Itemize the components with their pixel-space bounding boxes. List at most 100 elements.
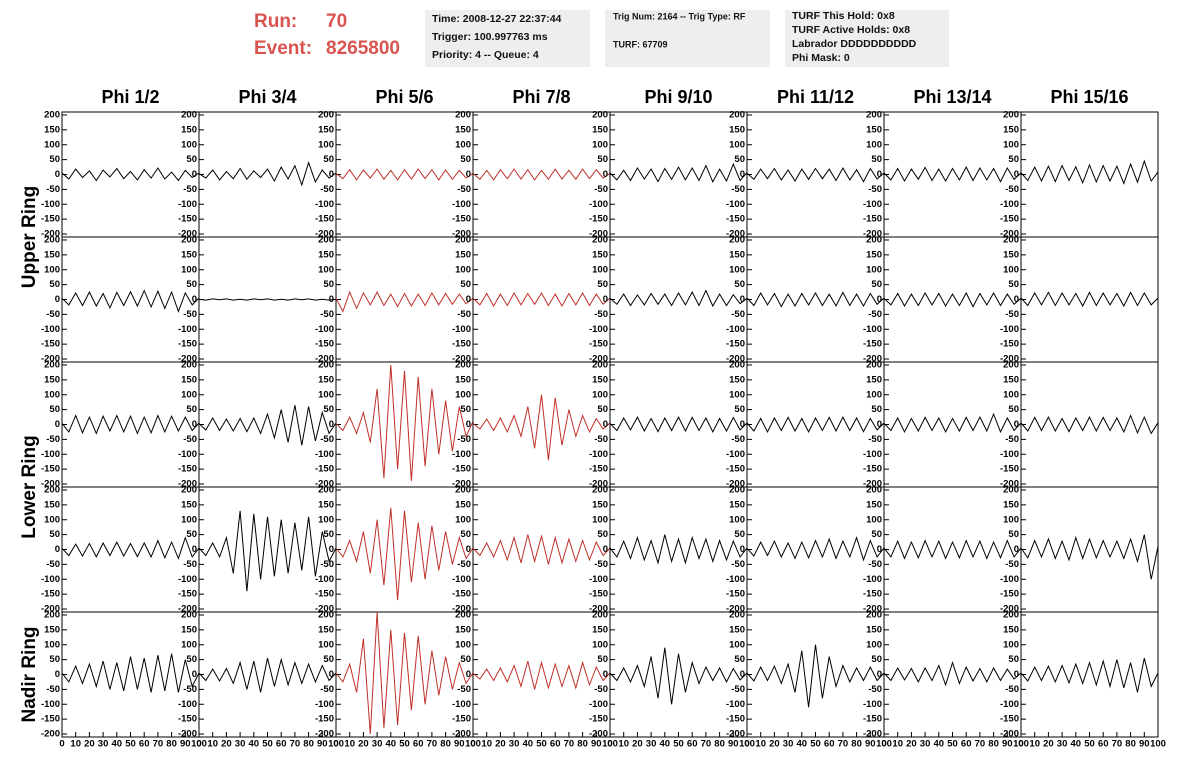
y-tick-label: -150 xyxy=(863,214,882,225)
waveform xyxy=(883,539,1022,560)
y-tick-label: -100 xyxy=(178,699,197,710)
x-tick-label: 60 xyxy=(961,739,972,750)
x-tick-label: 80 xyxy=(440,739,451,750)
y-tick-label: -50 xyxy=(868,434,882,445)
y-tick-label: 0 xyxy=(329,419,334,430)
y-tick-label: 50 xyxy=(597,654,608,665)
y-tick-label: 100 xyxy=(455,514,471,525)
y-tick-label: 0 xyxy=(740,669,745,680)
y-tick-label: 200 xyxy=(44,234,60,245)
y-tick-label: 0 xyxy=(192,669,197,680)
x-tick-label: 50 xyxy=(810,739,821,750)
y-tick-label: -150 xyxy=(41,214,60,225)
y-tick-label: 150 xyxy=(592,249,608,260)
x-tick-label: 30 xyxy=(1057,739,1068,750)
column-label: Phi 7/8 xyxy=(512,87,570,107)
waveform xyxy=(472,168,611,181)
y-tick-label: -150 xyxy=(863,714,882,725)
x-tick-label: 100 xyxy=(1013,739,1029,750)
y-tick-label: 50 xyxy=(49,154,60,165)
y-tick-label: 0 xyxy=(192,419,197,430)
y-tick-label: 0 xyxy=(740,169,745,180)
y-tick-label: 50 xyxy=(597,279,608,290)
y-tick-label: 50 xyxy=(1008,654,1019,665)
y-tick-label: 150 xyxy=(729,249,745,260)
y-tick-label: -100 xyxy=(452,324,471,335)
info-text: TURF: 67709 xyxy=(613,39,668,49)
y-tick-label: 200 xyxy=(866,484,882,495)
y-tick-label: 50 xyxy=(186,279,197,290)
x-tick-label: 10 xyxy=(618,739,629,750)
y-tick-label: -200 xyxy=(726,479,745,490)
y-tick-label: -50 xyxy=(594,184,608,195)
y-tick-label: 150 xyxy=(729,374,745,385)
x-tick-label: 10 xyxy=(344,739,355,750)
column-label: Phi 11/12 xyxy=(777,87,854,107)
y-tick-label: -100 xyxy=(452,699,471,710)
y-tick-label: 200 xyxy=(181,109,197,120)
x-tick-label: 0 xyxy=(881,739,886,750)
y-tick-label: 50 xyxy=(871,654,882,665)
y-tick-label: -200 xyxy=(726,604,745,615)
waveform xyxy=(609,534,748,565)
x-tick-label: 80 xyxy=(714,739,725,750)
y-tick-label: 100 xyxy=(318,639,334,650)
y-tick-label: 150 xyxy=(592,124,608,135)
x-tick-label: 80 xyxy=(851,739,862,750)
y-tick-label: 200 xyxy=(866,359,882,370)
y-tick-label: -200 xyxy=(178,354,197,365)
info-text: Trig Num: 2164 -- Trig Type: RF xyxy=(613,11,746,21)
x-tick-label: 80 xyxy=(1125,739,1136,750)
y-tick-label: -50 xyxy=(46,684,60,695)
y-tick-label: -150 xyxy=(452,339,471,350)
y-tick-label: 50 xyxy=(597,529,608,540)
y-tick-label: 150 xyxy=(44,499,60,510)
y-tick-label: 200 xyxy=(729,234,745,245)
y-tick-label: 200 xyxy=(318,109,334,120)
y-tick-label: 0 xyxy=(466,294,471,305)
x-tick-label: 60 xyxy=(1098,739,1109,750)
waveform xyxy=(1020,657,1159,693)
y-tick-label: 0 xyxy=(55,169,60,180)
y-tick-label: -200 xyxy=(726,729,745,740)
y-tick-label: -50 xyxy=(320,559,334,570)
panel-frame xyxy=(1020,111,1159,238)
y-tick-label: 200 xyxy=(1003,484,1019,495)
y-tick-label: 100 xyxy=(181,389,197,400)
y-tick-label: -150 xyxy=(178,464,197,475)
y-tick-label: 50 xyxy=(460,279,471,290)
y-tick-label: -200 xyxy=(1000,229,1019,240)
x-tick-label: 0 xyxy=(607,739,612,750)
y-tick-label: -150 xyxy=(315,214,334,225)
y-tick-label: 50 xyxy=(49,404,60,415)
y-tick-label: -50 xyxy=(457,684,471,695)
y-tick-label: -150 xyxy=(589,339,608,350)
row-label: Nadir Ring xyxy=(19,626,40,722)
y-tick-label: 150 xyxy=(318,249,334,260)
column-label: Phi 1/2 xyxy=(101,87,159,107)
info-text: TURF Active Holds: 0x8 xyxy=(792,24,910,36)
y-tick-label: 150 xyxy=(181,124,197,135)
y-tick-label: 200 xyxy=(455,109,471,120)
y-tick-label: -150 xyxy=(452,464,471,475)
x-tick-label: 100 xyxy=(191,739,207,750)
y-tick-label: 100 xyxy=(729,389,745,400)
x-tick-label: 10 xyxy=(755,739,766,750)
y-tick-label: -150 xyxy=(863,464,882,475)
x-tick-label: 20 xyxy=(84,739,95,750)
y-tick-label: -50 xyxy=(731,684,745,695)
y-tick-label: 200 xyxy=(318,484,334,495)
y-tick-label: -200 xyxy=(863,604,882,615)
y-tick-label: 0 xyxy=(877,419,882,430)
y-tick-label: 50 xyxy=(1008,529,1019,540)
waveform xyxy=(746,644,885,708)
y-tick-label: 100 xyxy=(181,639,197,650)
y-tick-label: 150 xyxy=(1003,499,1019,510)
y-tick-label: 100 xyxy=(455,389,471,400)
waveform xyxy=(335,290,474,313)
y-tick-label: -200 xyxy=(589,229,608,240)
y-tick-label: -200 xyxy=(589,729,608,740)
y-tick-label: 0 xyxy=(55,544,60,555)
panel-frame xyxy=(1020,611,1159,738)
panel-frame xyxy=(1020,361,1159,488)
